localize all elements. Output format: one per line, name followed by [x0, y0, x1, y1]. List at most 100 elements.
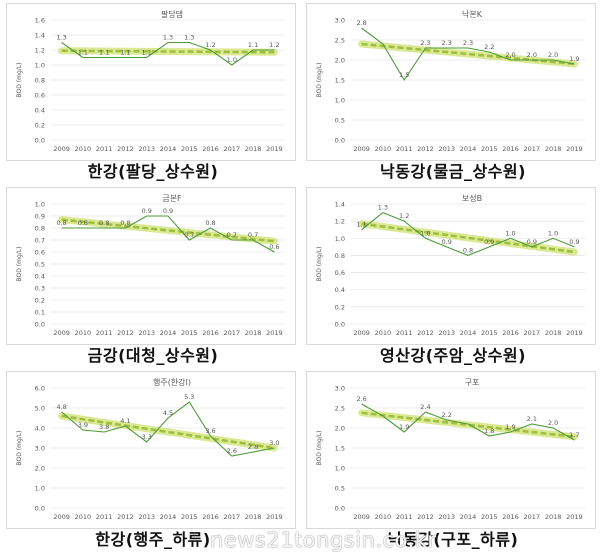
y-tick-label: 5.0	[35, 405, 45, 413]
data-label: 1.3	[56, 34, 66, 42]
data-label: 4.5	[163, 409, 173, 417]
y-tick-label: 0.5	[335, 117, 345, 125]
data-label: 1.0	[548, 229, 558, 237]
x-tick-label: 2018	[545, 513, 562, 521]
data-label: 0.8	[56, 219, 66, 227]
y-tick-label: 1.0	[335, 97, 345, 105]
y-tick-label: 2.5	[335, 37, 345, 45]
chart-panel-5: 0.0 1.0 2.0 3.0 4.0 5.0 6.0 BOD (mg/L) 2009 2010 2…	[3, 368, 303, 552]
chart-title: 낙본K	[462, 9, 483, 19]
data-label: 0.9	[484, 238, 494, 246]
x-tick-label: 2015	[181, 145, 198, 153]
y-tick-label: 1.0	[335, 465, 345, 473]
x-tick-label: 2011	[96, 513, 113, 521]
chart-caption: 낙동강(구포_하류)	[387, 530, 519, 549]
y-tick-label: 0.8	[335, 252, 345, 260]
data-label: 0.9	[142, 207, 152, 215]
x-tick-label: 2015	[481, 329, 498, 337]
data-label: 2.2	[442, 411, 452, 419]
x-tick-label: 2017	[224, 513, 241, 521]
data-label: 2.3	[463, 39, 473, 47]
watermark-text: news21tongsin.co.kr	[210, 528, 437, 552]
x-tick-label: 2014	[160, 145, 177, 153]
x-tick-label: 2009	[353, 329, 370, 337]
x-tick-label: 2018	[545, 329, 562, 337]
x-tick-label: 2016	[202, 329, 219, 337]
y-tick-label: 0.5	[335, 485, 345, 493]
x-tick-label: 2014	[460, 145, 477, 153]
y-axis-label: BOD (mg/L)	[16, 63, 23, 98]
data-label: 1.3	[184, 34, 194, 42]
x-tick-label: 2010	[375, 329, 392, 337]
bod-line-chart-paldang: 0.0 0.2 0.4 0.6 0.8 1.0 1.2 1.4 1.6 BOD (mg/L) 200…	[16, 9, 285, 153]
data-label: 2.0	[505, 51, 515, 59]
y-tick-label: 1.2	[335, 218, 345, 226]
y-tick-label: 2.0	[335, 425, 345, 433]
chart-title: 팔당댐	[161, 9, 183, 19]
data-label: 2.3	[420, 39, 430, 47]
data-label: 0.9	[569, 238, 579, 246]
x-tick-label: 2013	[138, 145, 155, 153]
trendline-glow	[58, 412, 278, 452]
y-tick-label: 0.4	[35, 107, 45, 115]
x-tick-label: 2019	[566, 513, 583, 521]
y-tick-label: 1.0	[335, 235, 345, 243]
data-label: 0.7	[184, 231, 194, 239]
x-tick-label: 2012	[117, 513, 134, 521]
y-tick-label: 0.5	[35, 261, 45, 269]
chart-panel-3: 0.0 0.1 0.2 0.3 0.4 0.5 0.6 0.7 0.8 0.9 1.0 BOD (mg…	[3, 184, 303, 368]
series-line	[361, 211, 575, 256]
data-label: 1.1	[120, 49, 130, 57]
x-tick-label: 2009	[353, 145, 370, 153]
x-tick-label: 2017	[524, 329, 541, 337]
chart-panel-6: 0.0 0.5 1.0 1.5 2.0 2.5 3.0 BOD (mg/L) 2009 2010 2…	[303, 368, 600, 552]
chart-caption: 영산강(주암_상수원)	[380, 346, 526, 365]
y-tick-label: 0.0	[35, 137, 45, 145]
data-label: 5.3	[184, 393, 194, 401]
x-tick-label: 2018	[245, 329, 262, 337]
chart-caption: 한강(팔당_상수원)	[87, 162, 219, 181]
data-label: 1.1	[356, 221, 366, 229]
x-tick-label: 2019	[566, 329, 583, 337]
series-line	[361, 27, 575, 82]
x-tick-label: 2017	[524, 145, 541, 153]
data-label: 1.0	[420, 229, 430, 237]
y-tick-label: 1.2	[35, 47, 45, 55]
x-tick-label: 2016	[202, 513, 219, 521]
y-tick-label: 1.4	[35, 32, 45, 40]
y-tick-label: 3.0	[335, 385, 345, 393]
y-tick-label: 0.7	[35, 237, 45, 245]
data-label: 0.7	[248, 231, 258, 239]
y-tick-label: 2.0	[335, 57, 345, 65]
chart-caption: 낙동강(물금_상수원)	[380, 162, 526, 181]
y-tick-label: 0.1	[35, 309, 45, 317]
data-label: 2.6	[356, 395, 366, 403]
data-label: 0.8	[99, 219, 109, 227]
data-label: 4.8	[56, 403, 66, 411]
trendline-glow	[358, 220, 578, 256]
chart-title: 보성B	[462, 194, 482, 203]
x-tick-label: 2012	[117, 145, 134, 153]
y-tick-label: 1.5	[335, 445, 345, 453]
x-tick-label: 2014	[460, 513, 477, 521]
x-tick-label: 2009	[53, 329, 70, 337]
data-label: 1.8	[484, 427, 494, 435]
y-tick-label: 2.0	[35, 465, 45, 473]
y-tick-label: 0.2	[35, 122, 45, 130]
data-label: 1.3	[378, 204, 388, 212]
x-tick-label: 2019	[266, 513, 283, 521]
data-label: 0.8	[205, 219, 215, 227]
x-tick-label: 2018	[245, 145, 262, 153]
x-tick-label: 2013	[138, 329, 155, 337]
x-tick-label: 2009	[53, 513, 70, 521]
y-tick-label: 0.0	[35, 505, 45, 513]
x-tick-label: 2013	[438, 145, 455, 153]
chart-frame: 0.0 0.2 0.4 0.6 0.8 1.0 1.2 1.4 1.6 BOD (mg/L) 200…	[6, 3, 296, 161]
bod-line-chart-haengju: 0.0 1.0 2.0 3.0 4.0 5.0 6.0 BOD (mg/L) 2009 2010 2…	[16, 377, 285, 521]
series-line	[61, 41, 275, 66]
x-tick-label: 2019	[566, 145, 583, 153]
x-tick-label: 2010	[375, 513, 392, 521]
x-tick-label: 2016	[502, 329, 519, 337]
y-tick-label: 0.0	[35, 321, 45, 329]
x-tick-label: 2013	[138, 513, 155, 521]
